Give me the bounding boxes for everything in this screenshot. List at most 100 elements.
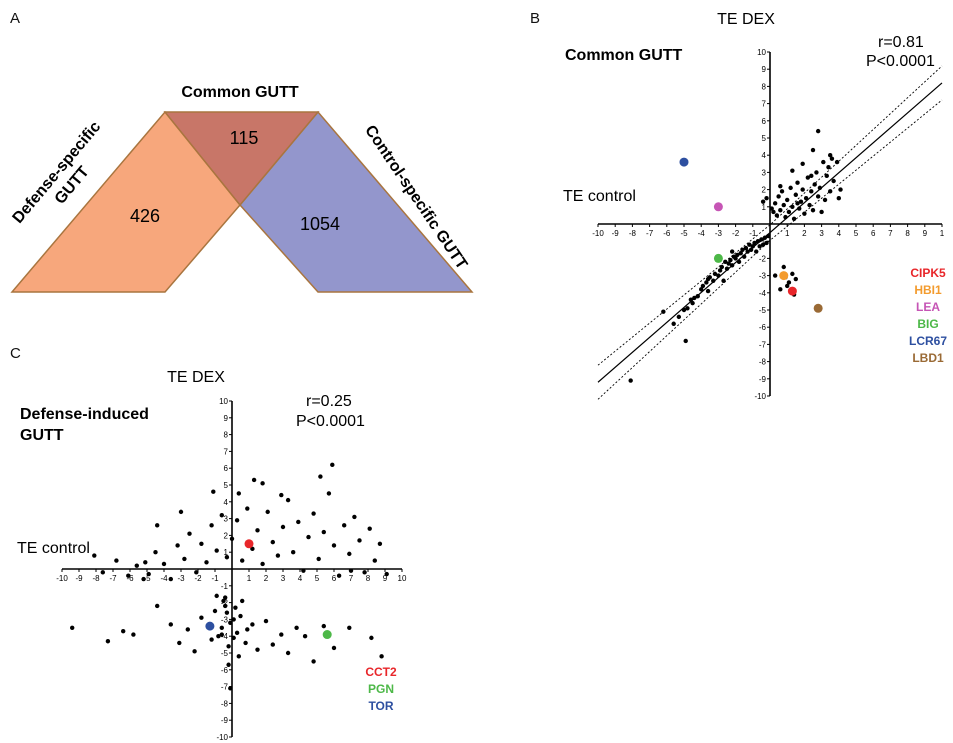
b-data-point: [819, 209, 824, 215]
common-region: [163, 111, 320, 207]
c-x-tick-label: 8: [366, 574, 371, 583]
b-data-point: [802, 211, 807, 216]
c-y-tick-label: -5: [221, 649, 229, 658]
b-data-point: [628, 378, 633, 383]
c-y-tick-label: 8: [224, 431, 229, 440]
c-data-point: [219, 513, 224, 518]
b-x-tick-label: 7: [888, 229, 893, 238]
b-data-point: [805, 175, 811, 180]
c-data-point: [311, 511, 316, 516]
panel-letter-c: C: [10, 345, 21, 362]
c-x-tick-label: 5: [315, 574, 320, 583]
c-y-tick-label: -2: [221, 599, 229, 608]
b-data-point: [807, 202, 812, 208]
c-data-point: [204, 560, 209, 565]
c-data-point: [211, 489, 216, 494]
b-data-point: [690, 300, 695, 306]
b-data-point: [719, 264, 725, 270]
c-data-point: [367, 526, 372, 531]
b-y-tick-label: 8: [762, 82, 767, 91]
b-data-point: [726, 261, 731, 266]
b-data-point: [785, 283, 790, 289]
b-data-point: [733, 256, 738, 261]
b-y-tick-label: -4: [759, 289, 767, 298]
b-data-point: [711, 278, 716, 283]
b-data-point: [769, 206, 774, 211]
c-data-point: [168, 576, 173, 582]
c-y-tick-label: -6: [221, 666, 229, 675]
b-data-point: [828, 153, 833, 158]
b-y-tick-label: 6: [762, 117, 767, 126]
panel-letter-b: B: [530, 10, 541, 27]
c-data-point: [285, 650, 291, 656]
b-y-tick-label: -9: [759, 375, 767, 384]
b-data-point: [821, 159, 826, 165]
c-data-point: [260, 481, 265, 486]
c-data-point: [347, 551, 352, 557]
b-x-tick-label: 8: [905, 229, 910, 238]
c-data-point: [270, 539, 275, 545]
c-data-point: [275, 553, 281, 558]
b-data-point: [671, 321, 676, 326]
panel-letter-a: A: [10, 10, 21, 27]
b-x-tick-label: 9: [923, 229, 928, 238]
c-data-point: [194, 570, 199, 575]
c-data-point: [236, 491, 241, 496]
control-count: 1054: [300, 214, 340, 234]
c-data-point: [121, 628, 126, 634]
b-data-point: [778, 183, 783, 189]
c-data-point: [251, 477, 257, 483]
b-y-tick-label: 9: [762, 65, 767, 74]
b-x-tick-label: -2: [732, 229, 740, 238]
b-x-tick-label: -5: [680, 229, 688, 238]
b-data-point: [793, 192, 798, 197]
c-data-point: [175, 543, 180, 548]
c-data-point: [291, 550, 296, 555]
c-data-point: [240, 558, 245, 563]
b-y-tick-label: -2: [759, 254, 767, 263]
b-data-point: [705, 276, 711, 282]
c-data-point: [347, 625, 352, 630]
c-data-point: [301, 568, 306, 573]
c-data-point: [233, 605, 238, 610]
b-data-point: [757, 244, 762, 249]
c-data-point: [243, 640, 248, 646]
c-y-tick-label: 9: [224, 414, 229, 423]
b-highlight-lbd1: [813, 303, 823, 313]
c-data-point: [153, 550, 158, 555]
b-data-point: [771, 209, 776, 215]
common-count: 115: [230, 128, 259, 148]
c-data-point: [265, 509, 270, 515]
c-data-point: [326, 491, 332, 496]
c-data-point: [377, 541, 383, 546]
c-data-point: [318, 474, 323, 479]
c-data-point: [92, 553, 97, 558]
b-data-point: [800, 187, 805, 192]
b-data-point: [736, 259, 742, 265]
c-data-point: [168, 622, 173, 627]
c-data-point: [229, 536, 235, 541]
b-data-point: [676, 314, 682, 320]
b-data-point: [776, 194, 781, 199]
c-data-point: [250, 622, 255, 627]
common-gutt-label: Common GUTT: [181, 84, 299, 101]
c-data-point: [105, 639, 111, 644]
c-data-point: [238, 613, 243, 619]
b-data-point: [704, 280, 709, 285]
c-data-point: [384, 571, 389, 577]
c-data-point: [182, 556, 187, 562]
c-data-point: [214, 548, 219, 553]
b-y-tick-label: -1: [759, 237, 767, 246]
b-data-point: [681, 307, 687, 313]
b-data-point: [790, 168, 795, 173]
c-data-point: [226, 662, 231, 667]
b-data-point: [814, 170, 819, 175]
b-data-point: [764, 240, 769, 246]
b-data-point: [815, 128, 821, 134]
c-data-point: [216, 634, 221, 639]
b-x-tick-label: -8: [629, 229, 637, 238]
b-x-tick-label: 1: [785, 229, 790, 238]
c-x-tick-label: -2: [194, 574, 202, 583]
b-highlight-big: [713, 253, 723, 263]
